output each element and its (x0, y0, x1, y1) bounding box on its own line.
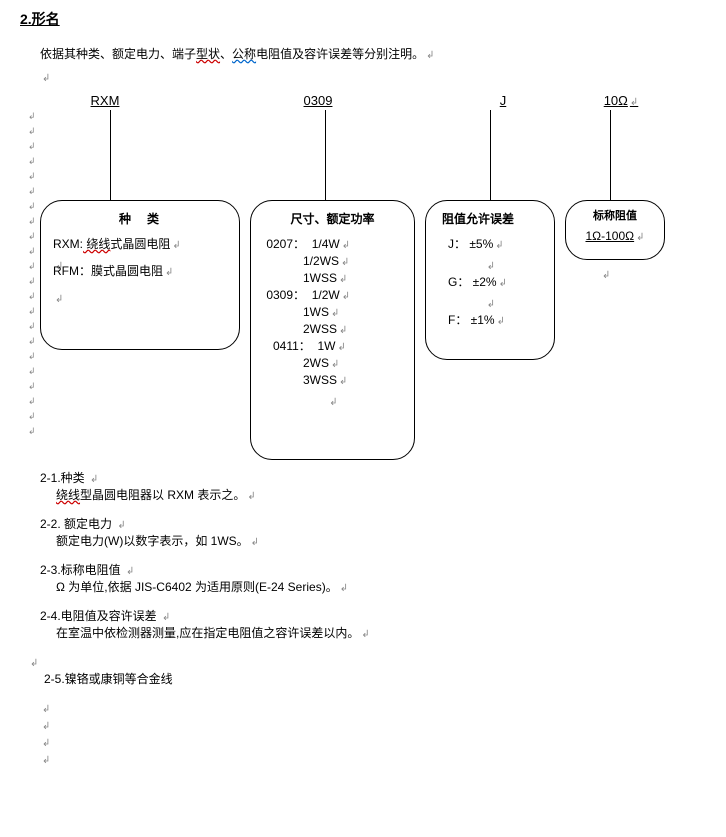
connector-line-1 (110, 110, 111, 200)
intro-wavy-2: 公称 (232, 47, 256, 61)
kind-rxm-wavy: 绕线 (83, 237, 110, 251)
note-2-5: 2-5.镍铬或康铜等合金线 (40, 671, 706, 688)
header-j: J (488, 92, 518, 110)
connector-line-3 (490, 110, 491, 200)
paragraph-mark: ↲ (28, 215, 38, 230)
paragraph-mark: ↲ (55, 294, 63, 305)
kind-rfm-key: RFM： (53, 264, 91, 278)
note-2-3: 2-3.标称电阻值 ↲ Ω 为单位,依据 JIS-C6402 为适用原则(E-2… (40, 562, 706, 596)
paragraph-mark: ↲ (42, 755, 50, 766)
tol-f: F： ±1%↲ (438, 312, 542, 329)
spec-0309-2: 1WS↲ (263, 304, 402, 321)
paragraph-mark: ↲ (42, 721, 50, 732)
paragraph-mark: ↲ (28, 155, 38, 170)
paragraph-mark: ↲ (28, 410, 38, 425)
paragraph-mark: ↲ (42, 73, 50, 84)
paragraph-mark: ↲ (42, 704, 50, 715)
notes-section: 2-1.种类 ↲ 绕线型晶圆电阻器以 RXM 表示之。↲ 2-2. 额定电力 ↲… (40, 470, 706, 768)
spec-0207-1: 0207： 1/4W↲ (263, 236, 402, 253)
tol-g: G： ±2%↲ (438, 274, 542, 291)
note-2-4-body: 在室温中依检测器测量,应在指定电阻值之容许误差以内。↲ (56, 625, 706, 642)
section-heading: 2.形名 (20, 10, 706, 30)
paragraph-mark: ↲ (28, 275, 38, 290)
box-size-power: 尺寸、额定功率 0207： 1/4W↲ 1/2WS↲ 1WSS↲ 0309： 1… (250, 200, 415, 460)
paragraph-mark: ↲ (487, 299, 495, 310)
connector-line-4 (610, 110, 611, 200)
note-2-1-head: 2-1.种类 ↲ (40, 470, 706, 487)
paragraph-mark: ↲ (28, 245, 38, 260)
paragraph-mark: ↲ (28, 320, 38, 335)
intro-suffix: 电阻值及容许误差等分别注明。 (256, 47, 424, 61)
paragraph-mark: ↲ (28, 185, 38, 200)
paragraph-mark: ↲ (28, 335, 38, 350)
paragraph-mark: ↲ (28, 380, 38, 395)
kind-rxm-key: RXM: (53, 237, 83, 251)
intro-line: 依据其种类、额定电力、端子型状、公称电阻值及容许误差等分别注明。↲ (40, 46, 706, 63)
paragraph-mark: ↲ (28, 305, 38, 320)
box-nominal-title: 标称阻值 (572, 209, 658, 224)
box-tolerance: 阻值允许误差 J： ±5%↲ ↲ G： ±2%↲ ↲ F： ±1%↲ (425, 200, 555, 360)
paragraph-mark: ↲ (28, 140, 38, 155)
paragraph-mark: ↲ (426, 50, 434, 61)
nominal-range: 1Ω-100Ω↲ (572, 228, 658, 245)
paragraph-mark: ↲ (630, 97, 638, 108)
spec-0207-3: 1WSS↲ (263, 270, 402, 287)
header-10ohm: 10Ω↲ (596, 92, 646, 110)
note-2-4-head: 2-4.电阻值及容许误差 ↲ (40, 608, 706, 625)
paragraph-mark: ↲ (42, 738, 50, 749)
paragraph-mark: ↲ (28, 230, 38, 245)
box-kind: 种 类 RXM: 绕线式晶圆电阻↲ ↲ RFM：膜式晶圆电阻↲ ↲ (40, 200, 240, 350)
paragraph-mark: ↲ (28, 425, 38, 440)
connector-line-2 (325, 110, 326, 200)
note-2-4: 2-4.电阻值及容许误差 ↲ 在室温中依检测器测量,应在指定电阻值之容许误差以内… (40, 608, 706, 642)
header-rxm: RXM (60, 92, 150, 110)
note-2-1-body: 绕线型晶圆电阻器以 RXM 表示之。↲ (56, 487, 706, 504)
paragraph-mark: ↲ (28, 110, 38, 125)
box-nominal: 标称阻值 1Ω-100Ω↲ (565, 200, 665, 260)
spec-0207-2: 1/2WS↲ (263, 253, 402, 270)
paragraph-mark: ↲ (28, 260, 38, 275)
box-tolerance-title: 阻值允许误差 (438, 211, 542, 228)
note-2-2: 2-2. 额定电力 ↲ 额定电力(W)以数字表示，如 1WS。↲ (40, 516, 706, 550)
spec-0411-2: 2WS↲ (263, 355, 402, 372)
box-kind-row-1: RXM: 绕线式晶圆电阻↲ (53, 236, 227, 253)
kind-rfm-rest: 膜式晶圆电阻 (91, 264, 163, 278)
paragraph-mark: ↲ (329, 397, 337, 408)
spec-0411-1: 0411： 1W↲ (263, 338, 402, 355)
intro-prefix: 依据其种类、额定电力、端子 (40, 47, 196, 61)
note-2-1: 2-1.种类 ↲ 绕线型晶圆电阻器以 RXM 表示之。↲ (40, 470, 706, 504)
headers-row: RXM 0309 J 10Ω↲ (40, 92, 706, 110)
intro-wavy-1: 型状 (196, 47, 220, 61)
paragraph-mark: ↲ (28, 395, 38, 410)
paragraph-mark: ↲ (28, 200, 38, 215)
paragraph-mark: ↲ (28, 290, 38, 305)
paragraph-mark: ↲ (28, 350, 38, 365)
note-2-2-head: 2-2. 额定电力 ↲ (40, 516, 706, 533)
spec-0411-3: 3WSS↲ (263, 372, 402, 389)
box-kind-row-2: RFM：膜式晶圆电阻↲ (53, 263, 227, 280)
diagram-area: ↲ ↲ ↲ ↲ ↲ ↲ ↲ ↲ ↲ ↲ ↲ ↲ ↲ ↲ ↲ ↲ ↲ ↲ ↲ ↲ … (40, 110, 706, 460)
note-2-2-body: 额定电力(W)以数字表示，如 1WS。↲ (56, 533, 706, 550)
note-2-5-head: 2-5.镍铬或康铜等合金线 (44, 671, 706, 688)
box-kind-title: 种 类 (53, 211, 227, 228)
paragraph-mark: ↲ (602, 270, 610, 281)
paragraph-mark: ↲ (28, 365, 38, 380)
spec-0309-1: 0309： 1/2W↲ (263, 287, 402, 304)
paragraph-mark: ↲ (487, 261, 495, 272)
kind-rxm-rest: 式晶圆电阻 (110, 237, 170, 251)
paragraph-mark: ↲ (30, 658, 38, 669)
tol-j: J： ±5%↲ (438, 236, 542, 253)
note-2-3-head: 2-3.标称电阻值 ↲ (40, 562, 706, 579)
note-2-3-body: Ω 为单位,依据 JIS-C6402 为适用原则(E-24 Series)。↲ (56, 579, 706, 596)
spec-0309-3: 2WSS↲ (263, 321, 402, 338)
paragraph-mark: ↲ (28, 125, 38, 140)
paragraph-mark: ↲ (172, 240, 180, 251)
header-0309: 0309 (278, 92, 358, 110)
intro-mid: 、 (220, 47, 232, 61)
paragraph-mark: ↲ (165, 267, 173, 278)
box-size-title: 尺寸、额定功率 (263, 211, 402, 228)
paragraph-mark: ↲ (28, 170, 38, 185)
